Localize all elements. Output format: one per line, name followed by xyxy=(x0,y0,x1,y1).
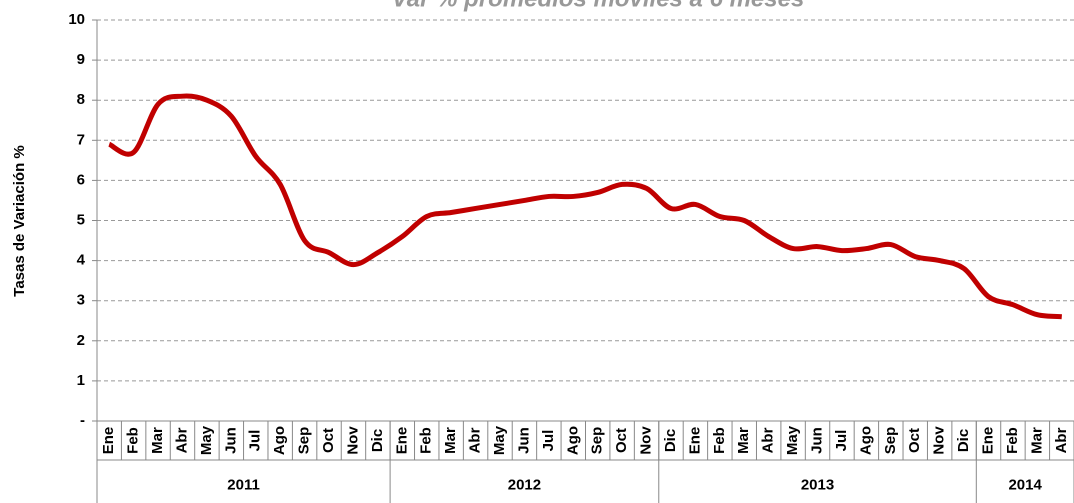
year-label: 2013 xyxy=(801,476,834,493)
x-tick-label: Oct xyxy=(906,428,923,453)
x-tick-label: Jul xyxy=(833,430,850,452)
y-tick-label: 7 xyxy=(77,131,85,148)
x-tick-label: Sep xyxy=(882,427,899,455)
y-tick-label: 1 xyxy=(77,372,85,389)
x-tick-label: May xyxy=(784,425,801,455)
x-tick-label: Sep xyxy=(296,427,313,455)
year-label: 2011 xyxy=(227,476,260,493)
x-tick-label: Mar xyxy=(442,427,459,454)
y-tick-label: 6 xyxy=(77,171,85,188)
x-tick-label: Jul xyxy=(247,430,264,452)
x-tick-label: Nov xyxy=(931,426,948,455)
y-tick-label: 8 xyxy=(77,91,85,108)
x-tick-label: Mar xyxy=(1028,427,1045,454)
x-tick-label: Ago xyxy=(564,426,581,455)
y-tick-label: 2 xyxy=(77,332,85,349)
x-tick-label: Feb xyxy=(125,427,142,454)
y-axis-title: Tasas de Variación % xyxy=(11,145,28,296)
x-tick-label: Feb xyxy=(711,427,728,454)
x-tick-label: Ene xyxy=(393,427,410,455)
x-tick-label: Ene xyxy=(979,427,996,455)
x-tick-label: Feb xyxy=(418,427,435,454)
x-tick-label: Nov xyxy=(344,426,361,455)
y-tick-label: 4 xyxy=(77,252,86,269)
chart-title: Var % promedios móviles a 6 meses xyxy=(392,0,805,12)
x-tick-label: Ago xyxy=(857,426,874,455)
x-tick-label: Abr xyxy=(760,427,777,453)
y-tick-label: 5 xyxy=(77,211,85,228)
x-tick-label: Ene xyxy=(686,427,703,455)
x-tick-label: Abr xyxy=(467,427,484,453)
x-tick-label: Jul xyxy=(540,430,557,452)
x-tick-label: May xyxy=(198,425,215,455)
year-label: 2012 xyxy=(508,476,541,493)
y-tick-label: - xyxy=(80,412,85,429)
x-tick-label: Ago xyxy=(271,426,288,455)
x-tick-label: Dic xyxy=(369,429,386,452)
y-tick-label: 9 xyxy=(77,51,85,68)
x-tick-label: Abr xyxy=(1053,427,1070,453)
line-series xyxy=(108,93,1062,320)
x-tick-label: Jun xyxy=(222,427,239,454)
y-tick-label: 10 xyxy=(68,11,85,28)
x-tick-label: May xyxy=(491,425,508,455)
x-tick-label: Oct xyxy=(613,428,630,453)
y-tick-label: 3 xyxy=(77,292,85,309)
x-tick-label: Abr xyxy=(173,427,190,453)
x-tick-label: Jun xyxy=(809,427,826,454)
x-tick-label: Dic xyxy=(662,429,679,452)
x-tick-label: Feb xyxy=(1004,427,1021,454)
x-tick-label: Mar xyxy=(149,427,166,454)
x-tick-label: Nov xyxy=(638,426,655,455)
x-tick-label: Mar xyxy=(735,427,752,454)
x-tick-label: Oct xyxy=(320,428,337,453)
x-tick-label: Dic xyxy=(955,429,972,452)
year-label: 2014 xyxy=(1008,476,1042,493)
x-tick-label: Ene xyxy=(100,427,117,455)
x-tick-label: Sep xyxy=(589,427,606,455)
x-tick-label: Jun xyxy=(515,427,532,454)
